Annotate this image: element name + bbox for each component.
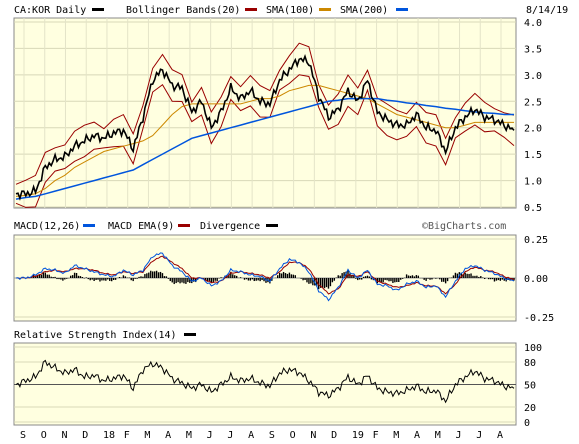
macd-ema-legend-swatch [178, 224, 190, 227]
x-tick-label: D [82, 430, 88, 441]
x-tick-label: N [310, 430, 316, 441]
sma200-line [15, 97, 514, 200]
x-tick-label: M [186, 430, 192, 441]
bollinger-legend-swatch [245, 8, 257, 11]
divergence-label: Divergence [200, 221, 260, 232]
x-tick-label: M [435, 430, 441, 441]
price-tick-label: 0.5 [524, 203, 542, 214]
x-tick-label: 18 [103, 430, 115, 441]
rsi-legend-swatch [184, 333, 196, 336]
price-legend-swatch [92, 8, 104, 11]
rsi-tick-label: 100 [524, 343, 542, 354]
rsi-tick-label: 80 [524, 358, 536, 369]
x-tick-label: S [20, 430, 26, 441]
macd-legend-swatch [83, 224, 95, 227]
x-tick-label: J [227, 430, 233, 441]
sma200-legend-swatch [396, 8, 408, 11]
x-tick-label: J [456, 430, 462, 441]
x-tick-label: O [290, 430, 296, 441]
x-tick-label: F [124, 430, 130, 441]
sma100-legend-swatch [319, 8, 331, 11]
rsi-axis-labels: 100 80 50 20 0 [524, 343, 542, 429]
watermark: ©BigCharts.com [422, 221, 506, 232]
sma200-label: SMA(200) [340, 5, 388, 16]
symbol-label: CA:KOR Daily [14, 5, 86, 16]
bollinger-lower-line [15, 74, 515, 208]
x-tick-label: M [393, 430, 399, 441]
sma100-label: SMA(100) [266, 5, 314, 16]
rsi-tick-label: 20 [524, 403, 536, 414]
price-tick-label: 1.0 [524, 177, 542, 188]
x-tick-label: A [414, 430, 420, 441]
sma100-line [15, 84, 514, 197]
rsi-label: Relative Strength Index(14) [14, 330, 177, 341]
bollinger-label: Bollinger Bands(20) [126, 5, 240, 16]
bollinger-upper-line [15, 42, 515, 185]
x-tick-label: F [373, 430, 379, 441]
macd-axis-labels: 0.25 0.00 -0.25 [524, 235, 554, 324]
macd-tick-label: 0.25 [524, 235, 548, 246]
macd-ema-label: MACD EMA(9) [108, 221, 174, 232]
macd-line [15, 252, 515, 302]
macd-tick-label: -0.25 [524, 313, 554, 324]
x-tick-label: J [207, 430, 213, 441]
macd-ema-line [15, 255, 515, 295]
price-panel [13, 17, 517, 209]
macd-tick-label: 0.00 [524, 274, 548, 285]
rsi-tick-label: 0 [524, 418, 530, 429]
x-tick-label: 19 [352, 430, 364, 441]
price-tick-label: 1.5 [524, 150, 542, 161]
x-tick-label: J [476, 430, 482, 441]
x-tick-label: A [165, 430, 171, 441]
x-axis-labels: S O N D 18 F M A M J J A S O N D 19 F M A M J J A [20, 430, 503, 441]
x-tick-label: A [497, 430, 503, 441]
divergence-legend-swatch [266, 224, 278, 227]
x-tick-label: S [269, 430, 275, 441]
price-tick-label: 2.0 [524, 124, 542, 135]
x-tick-label: D [331, 430, 337, 441]
x-tick-label: N [61, 430, 67, 441]
price-tick-label: 4.0 [524, 18, 542, 29]
macd-label: MACD(12,26) [14, 221, 80, 232]
price-tick-label: 3.5 [524, 44, 542, 55]
price-line [15, 54, 515, 201]
x-tick-label: M [144, 430, 150, 441]
price-tick-label: 2.5 [524, 97, 542, 108]
x-tick-label: A [248, 430, 254, 441]
price-axis-labels: 4.0 3.5 3.0 2.5 2.0 1.5 1.0 0.5 [524, 18, 542, 214]
rsi-line [15, 359, 515, 404]
rsi-tick-label: 50 [524, 381, 536, 392]
price-tick-label: 3.0 [524, 71, 542, 82]
date-label: 8/14/19 [526, 5, 568, 16]
x-tick-label: O [41, 430, 47, 441]
